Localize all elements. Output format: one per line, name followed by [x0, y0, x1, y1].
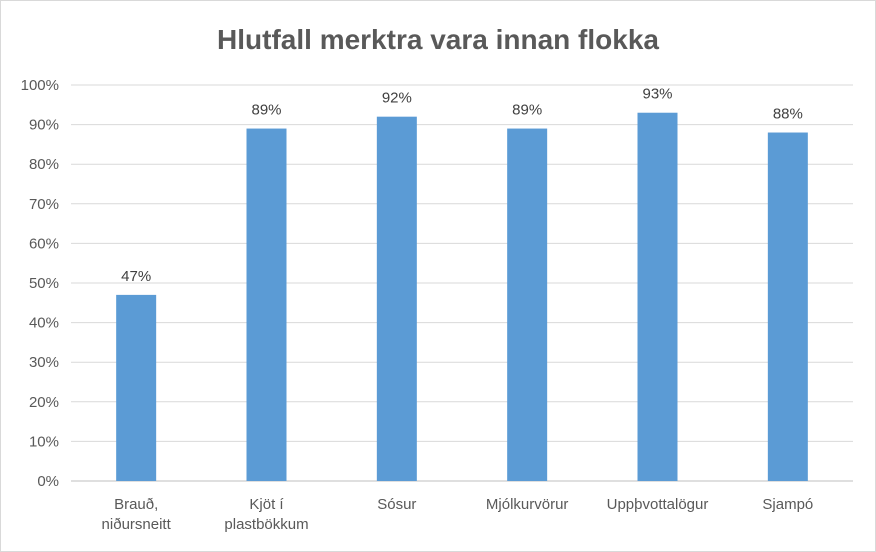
- bar: [246, 128, 287, 481]
- y-tick-label: 100%: [21, 77, 59, 94]
- category-label: Sjampó: [762, 496, 813, 513]
- category-labels: Brauð, niðursneitt Kjöt í plastbökkum Sósur M…: [102, 496, 814, 533]
- category-label: Brauð, niðursneitt: [102, 496, 172, 533]
- bar: [637, 112, 678, 481]
- bar: [116, 294, 157, 481]
- bar: [376, 116, 417, 482]
- y-tick-label: 10%: [29, 433, 59, 450]
- data-label: 89%: [251, 102, 281, 119]
- bar: [507, 128, 548, 481]
- category-label: Uppþvottalögur: [607, 496, 709, 513]
- y-tick-label: 50%: [29, 275, 59, 292]
- data-label: 88%: [773, 106, 803, 123]
- y-tick-label: 30%: [29, 354, 59, 371]
- y-axis-tick-labels: 0% 10% 20% 30% 40% 50% 60% 70% 80% 90% 100%: [21, 77, 59, 490]
- data-label: 93%: [642, 86, 672, 103]
- category-label: Mjólkurvörur: [486, 496, 569, 513]
- data-label: 92%: [382, 90, 412, 107]
- category-label: Sósur: [377, 496, 416, 513]
- y-tick-label: 70%: [29, 196, 59, 213]
- bars: [116, 112, 808, 482]
- chart-title: Hlutfall merktra vara innan flokka: [217, 24, 659, 55]
- y-tick-label: 90%: [29, 117, 59, 134]
- y-tick-label: 20%: [29, 394, 59, 411]
- y-tick-label: 80%: [29, 156, 59, 173]
- data-label: 89%: [512, 102, 542, 119]
- bar: [767, 132, 808, 481]
- y-tick-label: 40%: [29, 315, 59, 332]
- data-labels: 47% 89% 92% 89% 93% 88%: [121, 86, 803, 285]
- gridlines: [71, 84, 853, 482]
- category-label: Kjöt í plastbökkum: [224, 496, 308, 533]
- y-tick-label: 60%: [29, 235, 59, 252]
- y-tick-label: 0%: [37, 473, 59, 490]
- data-label: 47%: [121, 268, 151, 285]
